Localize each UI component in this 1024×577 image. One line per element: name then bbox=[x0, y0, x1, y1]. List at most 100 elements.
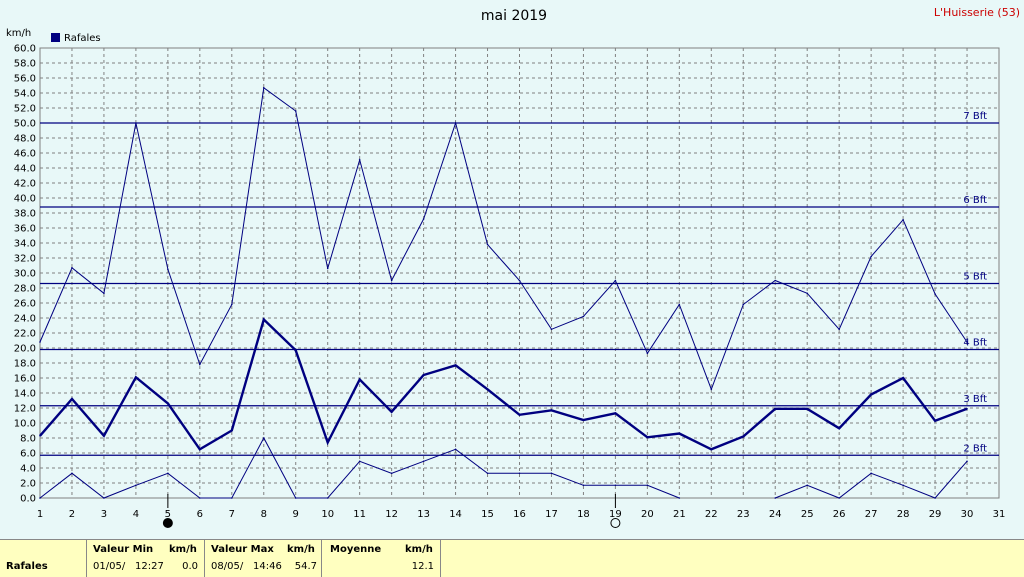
y-tick-label: 14.0 bbox=[14, 389, 36, 400]
data-point bbox=[167, 402, 169, 405]
y-tick-label: 56.0 bbox=[14, 74, 36, 85]
series-line bbox=[39, 317, 968, 451]
y-tick-label: 6.0 bbox=[20, 449, 36, 460]
stats-footer: Rafales Valeur Min km/h 01/05/ 12:27 0.0… bbox=[0, 539, 1024, 577]
y-tick-label: 10.0 bbox=[14, 419, 36, 430]
data-point bbox=[135, 484, 137, 487]
x-tick-label: 25 bbox=[801, 509, 814, 520]
data-point bbox=[934, 419, 936, 422]
legend-swatch bbox=[51, 33, 60, 42]
beaufort-label: 4 Bft bbox=[963, 338, 987, 349]
y-tick-label: 22.0 bbox=[14, 329, 36, 340]
footer-min-time: 12:27 bbox=[135, 561, 164, 572]
data-point bbox=[71, 266, 73, 269]
x-tick-label: 24 bbox=[769, 509, 782, 520]
data-point bbox=[870, 472, 872, 475]
data-point bbox=[358, 460, 361, 463]
data-point bbox=[550, 328, 553, 331]
data-point bbox=[870, 393, 872, 396]
data-point bbox=[262, 318, 265, 321]
footer-max-date: 08/05/ bbox=[211, 561, 244, 572]
data-point bbox=[838, 427, 840, 430]
data-point bbox=[326, 441, 329, 444]
data-point bbox=[678, 497, 681, 499]
beaufort-label: 5 Bft bbox=[963, 272, 987, 283]
x-tick-label: 27 bbox=[865, 509, 878, 520]
data-point bbox=[135, 122, 137, 124]
beaufort-label: 3 Bft bbox=[963, 394, 987, 405]
data-point bbox=[390, 472, 393, 475]
data-point bbox=[390, 410, 393, 413]
x-tick-label: 9 bbox=[293, 509, 299, 520]
footer-max-header: Valeur Max bbox=[211, 544, 274, 555]
y-tick-label: 20.0 bbox=[14, 344, 36, 355]
data-point bbox=[870, 255, 872, 258]
data-point bbox=[774, 407, 777, 410]
x-tick-label: 15 bbox=[481, 509, 494, 520]
data-point bbox=[294, 497, 297, 499]
footer-max-cell: Valeur Max km/h 08/05/ 14:46 54.7 bbox=[205, 540, 322, 577]
data-point bbox=[934, 497, 936, 499]
x-tick-label: 22 bbox=[705, 509, 718, 520]
data-point bbox=[966, 460, 968, 463]
data-point bbox=[454, 364, 457, 367]
data-point bbox=[454, 122, 457, 124]
data-point bbox=[966, 341, 968, 343]
x-tick-label: 28 bbox=[897, 509, 910, 520]
footer-avg-cell: Moyenne km/h 12.1 bbox=[322, 540, 441, 577]
x-tick-label: 30 bbox=[961, 509, 974, 520]
y-tick-label: 34.0 bbox=[14, 239, 36, 250]
data-point bbox=[262, 86, 265, 89]
data-point bbox=[582, 315, 585, 318]
data-point bbox=[199, 363, 201, 366]
data-point bbox=[326, 497, 329, 499]
data-point bbox=[71, 398, 73, 400]
location-label: L'Huisserie (53) bbox=[934, 6, 1020, 19]
y-tick-label: 18.0 bbox=[14, 359, 36, 370]
data-point bbox=[294, 349, 297, 352]
y-tick-label: 40.0 bbox=[14, 194, 36, 205]
data-point bbox=[422, 218, 425, 220]
x-tick-label: 18 bbox=[577, 509, 590, 520]
x-tick-label: 5 bbox=[165, 509, 171, 520]
x-tick-label: 10 bbox=[321, 509, 334, 520]
y-tick-label: 50.0 bbox=[14, 119, 36, 130]
x-tick-label: 31 bbox=[993, 509, 1006, 520]
x-tick-label: 23 bbox=[737, 509, 750, 520]
y-tick-label: 54.0 bbox=[14, 89, 36, 100]
x-tick-label: 8 bbox=[261, 509, 267, 520]
data-point bbox=[742, 435, 745, 438]
data-point bbox=[199, 497, 201, 499]
data-point bbox=[614, 412, 617, 415]
plot-area: 0.0 2.0 4.0 6.0 8.0 10.0 12.0 14.0 16.0 18.0 20.0 2… bbox=[14, 44, 1006, 528]
footer-max-unit: km/h bbox=[287, 544, 315, 555]
y-tick-label: 38.0 bbox=[14, 209, 36, 220]
y-tick-label: 16.0 bbox=[14, 374, 36, 385]
data-point bbox=[646, 484, 649, 487]
data-point bbox=[518, 472, 521, 475]
data-point bbox=[550, 472, 553, 475]
data-point bbox=[358, 378, 361, 381]
x-tick-label: 20 bbox=[641, 509, 654, 520]
x-tick-label: 21 bbox=[673, 509, 686, 520]
data-point bbox=[199, 448, 201, 451]
data-point bbox=[71, 472, 73, 475]
data-point bbox=[806, 407, 808, 410]
data-point bbox=[550, 409, 553, 412]
footer-min-value: 0.0 bbox=[182, 561, 198, 572]
y-tick-label: 0.0 bbox=[20, 494, 36, 505]
data-point bbox=[231, 429, 233, 432]
x-tick-label: 6 bbox=[197, 509, 203, 520]
x-tick-label: 19 bbox=[609, 509, 622, 520]
y-tick-label: 24.0 bbox=[14, 314, 36, 325]
data-point bbox=[774, 497, 777, 499]
x-tick-label: 29 bbox=[929, 509, 942, 520]
footer-min-date: 01/05/ bbox=[93, 561, 126, 572]
data-point bbox=[454, 448, 457, 451]
y-tick-label: 12.0 bbox=[14, 404, 36, 415]
data-point bbox=[646, 436, 649, 439]
footer-series-label: Rafales bbox=[6, 561, 48, 572]
data-point bbox=[167, 472, 169, 475]
y-axis-unit: km/h bbox=[6, 28, 31, 39]
footer-max-value: 54.7 bbox=[294, 561, 317, 572]
